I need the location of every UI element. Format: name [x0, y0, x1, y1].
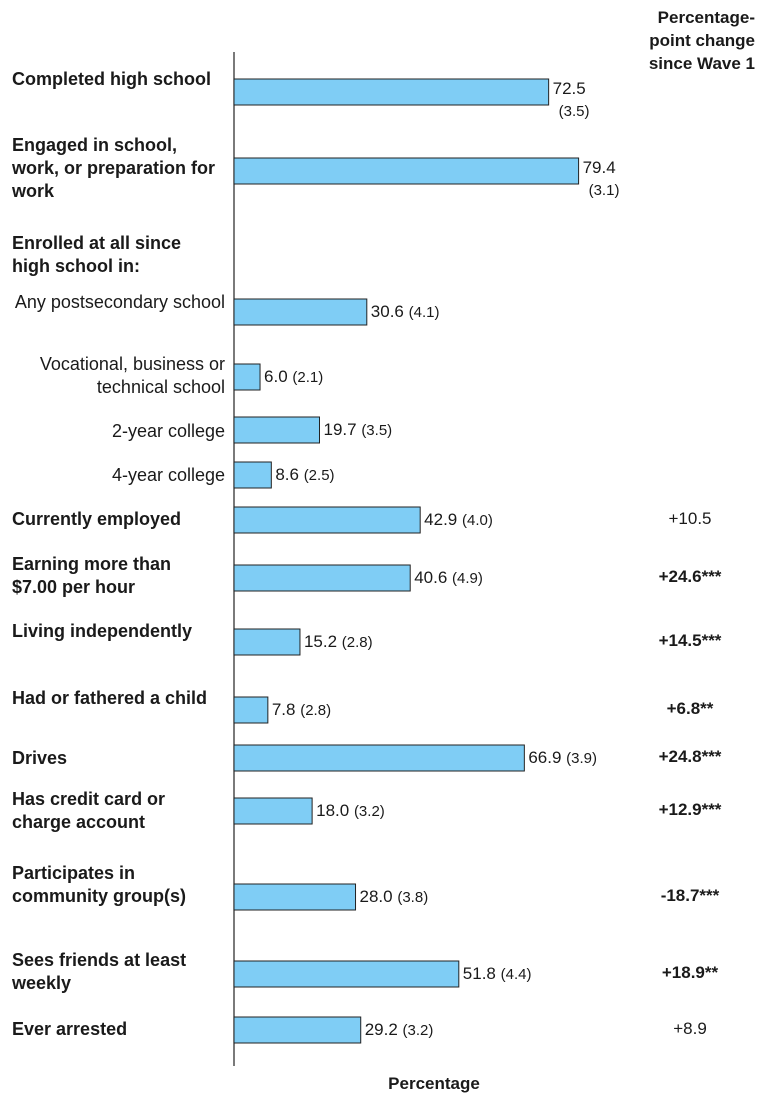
- bar: [233, 564, 411, 592]
- bar: [233, 1016, 362, 1044]
- data-label: 7.8 (2.8): [272, 700, 331, 720]
- category-label: Sees friends at least weekly: [12, 950, 187, 993]
- value-text: 15.2: [303, 632, 338, 651]
- data-label: 28.0 (3.8): [360, 887, 429, 907]
- value-text: 6.0: [264, 367, 288, 386]
- value-text: 51.8: [462, 964, 496, 983]
- value-text: 66.9: [528, 748, 562, 767]
- category-label: Vocational, business or technical school: [39, 354, 225, 397]
- data-label: 29.2 (3.2): [365, 1020, 434, 1040]
- change-value: +24.8***: [658, 747, 722, 766]
- value-text: 8.6: [275, 465, 299, 484]
- bar: [233, 960, 460, 988]
- value-text: 30.6: [370, 302, 404, 321]
- bar: [233, 416, 320, 444]
- standard-error: (3.5): [558, 103, 590, 120]
- change-header-line-3: since Wave 1: [648, 54, 755, 73]
- value-text: 19.7: [323, 420, 357, 439]
- data-label: 6.0 (2.1): [264, 367, 323, 387]
- category-label: Had or fathered a child: [12, 688, 208, 708]
- category-label: Any postsecondary school: [14, 292, 225, 312]
- value-text: 29.2: [364, 1020, 398, 1039]
- category-label: Completed high school: [12, 69, 212, 89]
- change-value: +6.8**: [666, 699, 714, 718]
- change-value: +8.9: [673, 1019, 707, 1038]
- data-label: 42.9 (4.0): [424, 510, 493, 530]
- standard-error: (3.8): [397, 889, 429, 906]
- value-text: 7.8: [271, 700, 296, 719]
- category-label: Engaged in school, work, or preparation …: [12, 135, 216, 201]
- category-label: 2-year college: [111, 421, 225, 441]
- bar: [233, 363, 261, 391]
- change-value: +24.6***: [658, 567, 722, 586]
- data-label: 19.7 (3.5): [323, 420, 392, 440]
- standard-error: (4.1): [408, 304, 440, 321]
- value-text: 42.9: [424, 510, 458, 529]
- value-text: 72.5: [552, 79, 586, 98]
- standard-error: (2.8): [300, 702, 332, 719]
- value-text: 79.4: [582, 158, 616, 177]
- category-label: Enrolled at all since high school in:: [12, 233, 182, 276]
- bar: [233, 696, 269, 724]
- change-column-header: Percentage- point change since Wave 1: [615, 6, 755, 75]
- bar: [233, 298, 368, 326]
- value-text: 18.0: [316, 801, 350, 820]
- standard-error: (2.8): [341, 634, 373, 651]
- change-value: +18.9**: [661, 963, 719, 982]
- category-label: Has credit card or charge account: [12, 789, 166, 832]
- bar: [233, 78, 550, 106]
- data-label: 66.9 (3.9): [528, 748, 597, 768]
- bar: [233, 744, 525, 772]
- bar: [233, 883, 357, 911]
- data-label: 15.2 (2.8): [304, 632, 373, 652]
- change-value: +10.5: [668, 509, 712, 528]
- data-label: 8.6 (2.5): [275, 465, 334, 485]
- data-label: 18.0 (3.2): [316, 801, 385, 821]
- bar: [233, 628, 301, 656]
- bar: [233, 797, 313, 825]
- standard-error: (4.4): [500, 966, 532, 983]
- standard-error: (2.5): [303, 467, 335, 484]
- data-label: 40.6 (4.9): [414, 568, 483, 588]
- standard-error: (3.5): [361, 422, 393, 439]
- standard-error: (3.1): [588, 182, 620, 199]
- data-label: 30.6 (4.1): [371, 302, 440, 322]
- change-header-line-2: point change: [649, 31, 755, 50]
- bar: [233, 461, 272, 489]
- category-label: Participates in community group(s): [12, 863, 186, 906]
- standard-error: (4.0): [462, 512, 493, 529]
- bar: [233, 506, 421, 534]
- change-value: +12.9***: [658, 800, 722, 819]
- standard-error: (2.1): [292, 369, 324, 386]
- standard-error: (3.2): [353, 803, 385, 820]
- category-label: 4-year college: [111, 465, 225, 485]
- value-text: 40.6: [414, 568, 448, 587]
- x-axis-label: Percentage: [388, 1074, 480, 1093]
- category-label: Drives: [12, 748, 68, 768]
- standard-error: (3.9): [566, 750, 598, 767]
- change-header-line-1: Percentage-: [657, 8, 755, 27]
- value-text: 28.0: [359, 887, 393, 906]
- data-label: 72.5 (3.5): [553, 78, 590, 123]
- change-value: -18.7***: [660, 886, 720, 905]
- standard-error: (3.2): [402, 1022, 434, 1039]
- category-label: Earning more than $7.00 per hour: [12, 554, 172, 597]
- category-label: Ever arrested: [12, 1019, 128, 1039]
- change-value: +14.5***: [658, 631, 722, 650]
- category-label: Living independently: [12, 621, 193, 641]
- category-label: Currently employed: [12, 509, 182, 529]
- bar: [233, 157, 580, 185]
- data-label: 51.8 (4.4): [463, 964, 532, 984]
- standard-error: (4.9): [452, 570, 483, 587]
- data-label: 79.4 (3.1): [583, 157, 620, 202]
